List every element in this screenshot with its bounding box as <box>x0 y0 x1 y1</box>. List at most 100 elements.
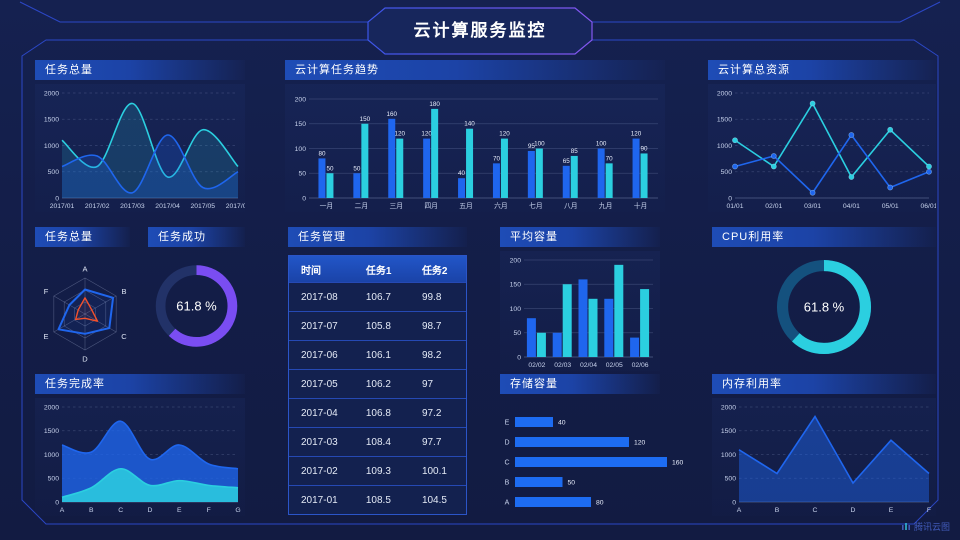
table-cell: 97 <box>421 378 434 390</box>
svg-text:B: B <box>121 287 126 296</box>
panel-title: 任务管理 <box>288 227 467 247</box>
table-header-row: 时间 任务1 任务2 <box>289 256 466 282</box>
svg-text:61.8 %: 61.8 % <box>176 299 217 314</box>
svg-text:120: 120 <box>394 131 405 138</box>
svg-text:90: 90 <box>641 145 649 152</box>
watermark-label: 腾讯云图 <box>913 522 950 532</box>
svg-text:A: A <box>82 265 87 274</box>
svg-text:150: 150 <box>295 121 307 128</box>
svg-text:65: 65 <box>563 158 571 165</box>
panel-title: 任务成功 <box>148 227 245 247</box>
svg-text:B: B <box>775 507 780 514</box>
panel-title: 平均容量 <box>500 227 660 247</box>
panel-task-management: 任务管理 时间 任务1 任务2 2017-08 106.7 99.8 2017-07 1… <box>288 227 467 515</box>
table-cell: 106.1 <box>365 349 391 361</box>
svg-text:500: 500 <box>725 476 737 483</box>
svg-text:1500: 1500 <box>44 117 59 124</box>
tasks-total-trend-chart: 0 500 1000 1500 2000 2017/01 2017/02 2017/03 201… <box>35 84 245 212</box>
svg-text:02/01: 02/01 <box>765 203 782 210</box>
svg-text:0: 0 <box>302 195 306 202</box>
svg-text:200: 200 <box>295 96 307 103</box>
svg-text:02/03: 02/03 <box>554 362 571 369</box>
page-title: 云计算服务监控 <box>413 21 547 40</box>
table-row: 2017-05 106.2 97 <box>289 369 466 398</box>
svg-text:0: 0 <box>55 195 59 202</box>
svg-text:2000: 2000 <box>717 90 732 97</box>
svg-text:40: 40 <box>458 170 466 177</box>
svg-text:03/01: 03/01 <box>804 203 821 210</box>
svg-text:二月: 二月 <box>355 202 369 210</box>
cloud-total-resources-chart: 0 500 1000 1500 2000 01/01 02/01 03/01 04/01 05/0… <box>708 84 936 212</box>
table-cell: 108.4 <box>365 436 391 448</box>
svg-text:E: E <box>177 507 182 514</box>
task-completion-chart: 0 500 1000 1500 2000 A B C D E F G <box>35 398 245 516</box>
svg-text:1000: 1000 <box>717 143 732 150</box>
svg-text:F: F <box>44 287 49 296</box>
table-cell: 106.7 <box>365 291 391 303</box>
svg-text:七月: 七月 <box>529 201 543 210</box>
table-cell: 106.8 <box>365 407 391 419</box>
svg-text:B: B <box>505 480 510 487</box>
svg-text:02/06: 02/06 <box>632 362 649 369</box>
svg-text:2017/04: 2017/04 <box>155 203 180 210</box>
svg-text:100: 100 <box>510 306 522 313</box>
svg-text:E: E <box>44 332 49 341</box>
svg-text:70: 70 <box>606 155 614 162</box>
panel-memory-usage: 内存利用率 0 500 1000 1500 2000 A B C D E F <box>712 374 936 516</box>
svg-text:十月: 十月 <box>634 201 648 210</box>
svg-text:F: F <box>927 507 931 514</box>
table-body: 2017-08 106.7 99.8 2017-07 105.8 98.7 2017-06 1… <box>289 282 466 514</box>
panel-title: 任务总量 <box>35 60 245 80</box>
table-cell: 99.8 <box>421 291 442 303</box>
panel-title: 任务总量 <box>35 227 130 247</box>
svg-text:04/01: 04/01 <box>843 203 860 210</box>
table-cell: 109.3 <box>365 465 391 477</box>
svg-text:2000: 2000 <box>44 404 59 411</box>
svg-text:1500: 1500 <box>717 117 732 124</box>
table-cell: 2017-08 <box>301 291 338 303</box>
svg-text:50: 50 <box>513 330 521 337</box>
svg-text:180: 180 <box>429 101 440 108</box>
table-cell: 2017-04 <box>301 407 338 419</box>
table-cell: 2017-06 <box>301 349 338 361</box>
table-cell: 105.8 <box>365 320 391 332</box>
svg-text:2017/06: 2017/06 <box>226 203 245 210</box>
table-cell: 98.2 <box>421 349 442 361</box>
task-table: 时间 任务1 任务2 2017-08 106.7 99.8 2017-07 105.8 9… <box>288 255 467 515</box>
table-cell: 2017-01 <box>301 494 338 506</box>
panel-cloud-task-trend: 云计算任务趋势 0 50 100 150 200 一月 二月 三月 四月 五月 六月 七月 八月 九月 十月… <box>285 60 665 212</box>
svg-text:80: 80 <box>596 500 604 507</box>
table-cell: 98.7 <box>421 320 442 332</box>
table-column-header: 任务2 <box>421 265 448 277</box>
avg-capacity-chart: 0 50 100 150 200 02/02 02/03 02/04 02/05 02/06 <box>500 251 660 371</box>
svg-text:02/02: 02/02 <box>528 362 545 369</box>
svg-text:E: E <box>505 420 510 427</box>
svg-text:E: E <box>889 507 894 514</box>
svg-text:A: A <box>505 500 510 507</box>
svg-text:G: G <box>235 507 240 514</box>
table-row: 2017-06 106.1 98.2 <box>289 340 466 369</box>
table-row: 2017-02 109.3 100.1 <box>289 456 466 485</box>
svg-text:一月: 一月 <box>320 202 334 210</box>
svg-text:三月: 三月 <box>389 202 403 210</box>
svg-text:1500: 1500 <box>44 428 59 435</box>
svg-text:C: C <box>121 332 127 341</box>
svg-text:六月: 六月 <box>494 201 508 210</box>
svg-text:50: 50 <box>298 171 306 178</box>
svg-text:2017/05: 2017/05 <box>191 203 216 210</box>
table-column-header: 时间 <box>301 265 321 277</box>
table-cell: 2017-03 <box>301 436 338 448</box>
svg-text:1000: 1000 <box>44 452 59 459</box>
panel-title: 存储容量 <box>500 374 660 394</box>
svg-text:61.8 %: 61.8 % <box>804 300 845 315</box>
panel-title: CPU利用率 <box>712 227 936 247</box>
svg-text:D: D <box>148 507 153 514</box>
svg-text:0: 0 <box>55 499 59 506</box>
svg-text:A: A <box>60 507 65 514</box>
svg-text:500: 500 <box>48 169 60 176</box>
svg-text:70: 70 <box>493 155 501 162</box>
table-cell: 108.5 <box>365 494 391 506</box>
table-cell: 2017-07 <box>301 320 338 332</box>
svg-text:40: 40 <box>558 420 566 427</box>
svg-text:2000: 2000 <box>44 90 59 97</box>
